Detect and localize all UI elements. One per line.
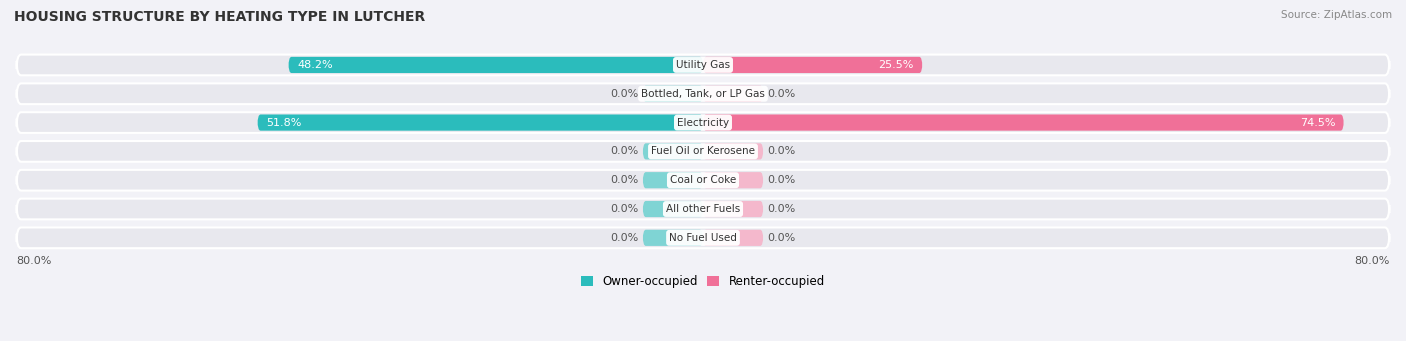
FancyBboxPatch shape xyxy=(17,84,1389,104)
Text: 25.5%: 25.5% xyxy=(879,60,914,70)
FancyBboxPatch shape xyxy=(17,141,1389,162)
FancyBboxPatch shape xyxy=(703,115,1344,131)
FancyBboxPatch shape xyxy=(288,57,703,73)
FancyBboxPatch shape xyxy=(703,172,763,188)
Text: No Fuel Used: No Fuel Used xyxy=(669,233,737,243)
FancyBboxPatch shape xyxy=(703,57,922,73)
Text: Utility Gas: Utility Gas xyxy=(676,60,730,70)
FancyBboxPatch shape xyxy=(17,112,1389,133)
Text: 0.0%: 0.0% xyxy=(768,146,796,157)
FancyBboxPatch shape xyxy=(17,55,1389,75)
Text: 51.8%: 51.8% xyxy=(266,118,301,128)
FancyBboxPatch shape xyxy=(703,143,763,160)
Text: 0.0%: 0.0% xyxy=(610,146,638,157)
FancyBboxPatch shape xyxy=(17,170,1389,191)
Text: 80.0%: 80.0% xyxy=(1354,256,1389,266)
FancyBboxPatch shape xyxy=(703,86,763,102)
Text: 0.0%: 0.0% xyxy=(610,204,638,214)
Text: All other Fuels: All other Fuels xyxy=(666,204,740,214)
Text: 74.5%: 74.5% xyxy=(1299,118,1336,128)
FancyBboxPatch shape xyxy=(643,143,703,160)
Text: Coal or Coke: Coal or Coke xyxy=(669,175,737,185)
Text: 0.0%: 0.0% xyxy=(610,233,638,243)
FancyBboxPatch shape xyxy=(643,172,703,188)
Text: 0.0%: 0.0% xyxy=(768,204,796,214)
FancyBboxPatch shape xyxy=(643,230,703,246)
Legend: Owner-occupied, Renter-occupied: Owner-occupied, Renter-occupied xyxy=(576,270,830,293)
Text: 0.0%: 0.0% xyxy=(768,233,796,243)
FancyBboxPatch shape xyxy=(17,199,1389,219)
FancyBboxPatch shape xyxy=(257,115,703,131)
Text: 0.0%: 0.0% xyxy=(768,175,796,185)
Text: Electricity: Electricity xyxy=(676,118,730,128)
FancyBboxPatch shape xyxy=(643,201,703,217)
FancyBboxPatch shape xyxy=(703,230,763,246)
Text: 80.0%: 80.0% xyxy=(17,256,52,266)
Text: 0.0%: 0.0% xyxy=(610,89,638,99)
Text: 0.0%: 0.0% xyxy=(768,89,796,99)
Text: 0.0%: 0.0% xyxy=(610,175,638,185)
Text: Bottled, Tank, or LP Gas: Bottled, Tank, or LP Gas xyxy=(641,89,765,99)
Text: Fuel Oil or Kerosene: Fuel Oil or Kerosene xyxy=(651,146,755,157)
FancyBboxPatch shape xyxy=(17,227,1389,248)
Text: HOUSING STRUCTURE BY HEATING TYPE IN LUTCHER: HOUSING STRUCTURE BY HEATING TYPE IN LUT… xyxy=(14,10,425,24)
Text: 48.2%: 48.2% xyxy=(297,60,333,70)
FancyBboxPatch shape xyxy=(703,201,763,217)
FancyBboxPatch shape xyxy=(643,86,703,102)
Text: Source: ZipAtlas.com: Source: ZipAtlas.com xyxy=(1281,10,1392,20)
